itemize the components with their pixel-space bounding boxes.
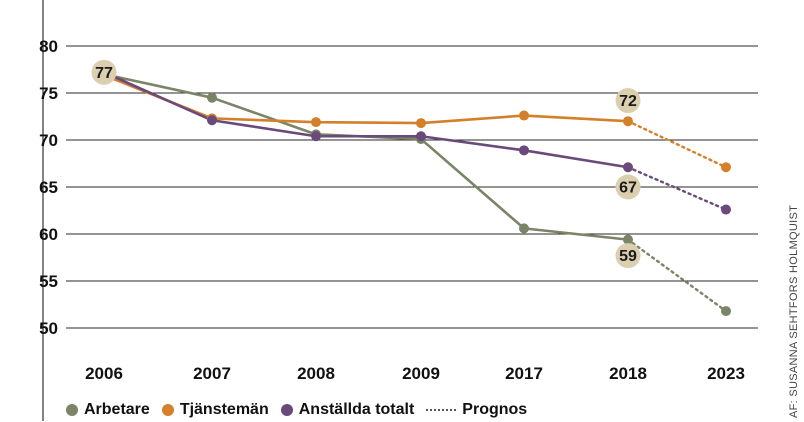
x-tick-2009: 2009	[402, 364, 440, 383]
point-tjansteman-2018	[623, 116, 633, 127]
series-line-tjansteman	[102, 73, 630, 125]
legend-item-tjansteman: Tjänstemän	[161, 401, 269, 419]
y-tick-50: 50	[39, 319, 58, 338]
series-line-arbetare	[102, 72, 630, 241]
point-anstallda-totalt-2007	[207, 115, 217, 126]
annotation-label-72: 72	[619, 93, 637, 110]
series-lines	[102, 71, 728, 313]
annotation-label-67: 67	[619, 180, 637, 197]
grid-lines	[66, 45, 758, 329]
legend-label-prognos: Prognos	[462, 401, 528, 418]
point-tjansteman-2023	[721, 162, 731, 173]
forecast-line-anstallda-totalt	[626, 166, 728, 211]
point-tjansteman-2009	[416, 118, 426, 129]
annotation-bubble-77	[91, 59, 117, 85]
x-tick-2008: 2008	[297, 364, 335, 383]
point-arbetare-2023	[721, 306, 731, 317]
point-arbetare-2007	[207, 92, 217, 103]
forecast-line-arbetare	[626, 238, 728, 313]
point-anstallda-totalt-2017	[519, 145, 529, 156]
annotation-bubble-72	[615, 88, 641, 114]
point-arbetare-2018	[623, 234, 633, 245]
series-line-anstallda-totalt	[102, 71, 630, 169]
legend-marker-prognos	[426, 409, 457, 411]
annotation-72: 72	[615, 88, 641, 114]
annotation-67: 67	[615, 174, 641, 200]
annotation-59: 59	[615, 243, 641, 269]
legend-marker-arbetare	[66, 404, 78, 416]
point-tjansteman-2008	[311, 117, 321, 128]
legend-item-anstallda-totalt: Anställda totalt	[280, 401, 415, 419]
x-tick-2007: 2007	[193, 364, 231, 383]
point-tjansteman-2017	[519, 110, 529, 121]
y-tick-60: 60	[39, 225, 58, 244]
forecast-line-tjansteman	[626, 119, 728, 169]
x-tick-2006: 2006	[85, 364, 123, 383]
point-anstallda-totalt-2009	[416, 131, 426, 142]
y-axis-ticks: 80 75 70 65 60 55 50	[39, 37, 58, 338]
photo-credit: AF: SUSANNA SEHTFORS HOLMQUIST	[788, 205, 800, 418]
y-tick-80: 80	[39, 37, 58, 56]
legend-item-prognos: Prognos	[426, 401, 527, 419]
annotation-bubble-67	[615, 174, 641, 200]
annotation-label-77: 77	[95, 65, 113, 82]
value-annotations: 77 72 67 59	[91, 59, 641, 269]
legend-marker-tjansteman	[161, 404, 174, 416]
legend-label-anstallda-totalt: Anställda totalt	[298, 401, 415, 418]
x-tick-2023: 2023	[707, 364, 745, 383]
annotation-label-59: 59	[619, 248, 637, 265]
x-tick-2018: 2018	[609, 364, 647, 383]
annotation-77: 77	[91, 59, 117, 85]
x-tick-2017: 2017	[505, 364, 543, 383]
legend: Arbetare Tjänstemän Anställda totalt Pro…	[66, 398, 539, 422]
y-tick-55: 55	[39, 272, 58, 291]
point-anstallda-totalt-2008	[311, 131, 321, 142]
y-tick-75: 75	[39, 84, 58, 103]
legend-marker-anstallda-totalt	[280, 404, 293, 416]
y-tick-65: 65	[39, 178, 58, 197]
point-anstallda-totalt-2018	[623, 162, 633, 173]
y-tick-70: 70	[39, 131, 58, 150]
annotation-bubble-59	[615, 243, 641, 269]
legend-item-arbetare: Arbetare	[66, 401, 150, 419]
point-arbetare-2017	[519, 223, 529, 234]
x-axis-ticks: 2006 2007 2008 2009 2017 2018 2023	[85, 364, 745, 383]
legend-label-arbetare: Arbetare	[84, 401, 150, 418]
legend-label-tjansteman: Tjänstemän	[179, 401, 269, 418]
point-anstallda-totalt-2023	[721, 204, 731, 215]
